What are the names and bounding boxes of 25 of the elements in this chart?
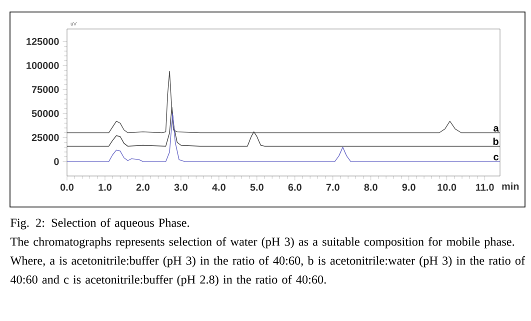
text: The chromatographs represents selection of water (pH 3) as a suitable composition for mobile phase. Where, a is acetonitrile:buffer (pH 3) in the ratio of 40:60, b is acetonitrile:water (pH 3) in the ratio of 40:60 and c is acetonitrile:buffer (pH 2.8) in the ratio of 40:60. bbox=[10, 237, 526, 286]
x-axis-title: min bbox=[502, 182, 519, 190]
x-tick-label: 8.0 bbox=[364, 184, 378, 191]
x-tick-label: 7.0 bbox=[326, 184, 340, 191]
y-tick-label: 100000 bbox=[26, 62, 59, 70]
y-tick-label: 50000 bbox=[32, 110, 59, 118]
x-tick-label: 4.0 bbox=[212, 184, 226, 191]
x-tick-label: 1.0 bbox=[98, 184, 112, 191]
x-tick-label: 11.0 bbox=[476, 184, 494, 191]
line-series bbox=[66, 70, 500, 134]
y-tick-label: 0 bbox=[54, 158, 59, 166]
x-tick-label: 3.0 bbox=[174, 184, 188, 191]
x-tick-label: 0.0 bbox=[60, 184, 74, 191]
y-tick-label: 125000 bbox=[26, 38, 59, 46]
x-tick-label: 9.0 bbox=[402, 184, 416, 191]
x-tick-label: 5.0 bbox=[250, 184, 264, 191]
y-tick-label: 75000 bbox=[32, 86, 59, 94]
x-tick-label: 10.0 bbox=[438, 184, 456, 191]
series-label: a bbox=[494, 126, 499, 132]
y-tick-label: 25000 bbox=[32, 134, 59, 142]
series-label: c bbox=[494, 154, 499, 160]
x-tick-label: 2.0 bbox=[136, 184, 150, 191]
series-label: b bbox=[493, 138, 498, 146]
x-tick-label: 6.0 bbox=[288, 184, 302, 191]
text: Fig. 2: Selection of aqueous Phase. bbox=[10, 218, 189, 230]
